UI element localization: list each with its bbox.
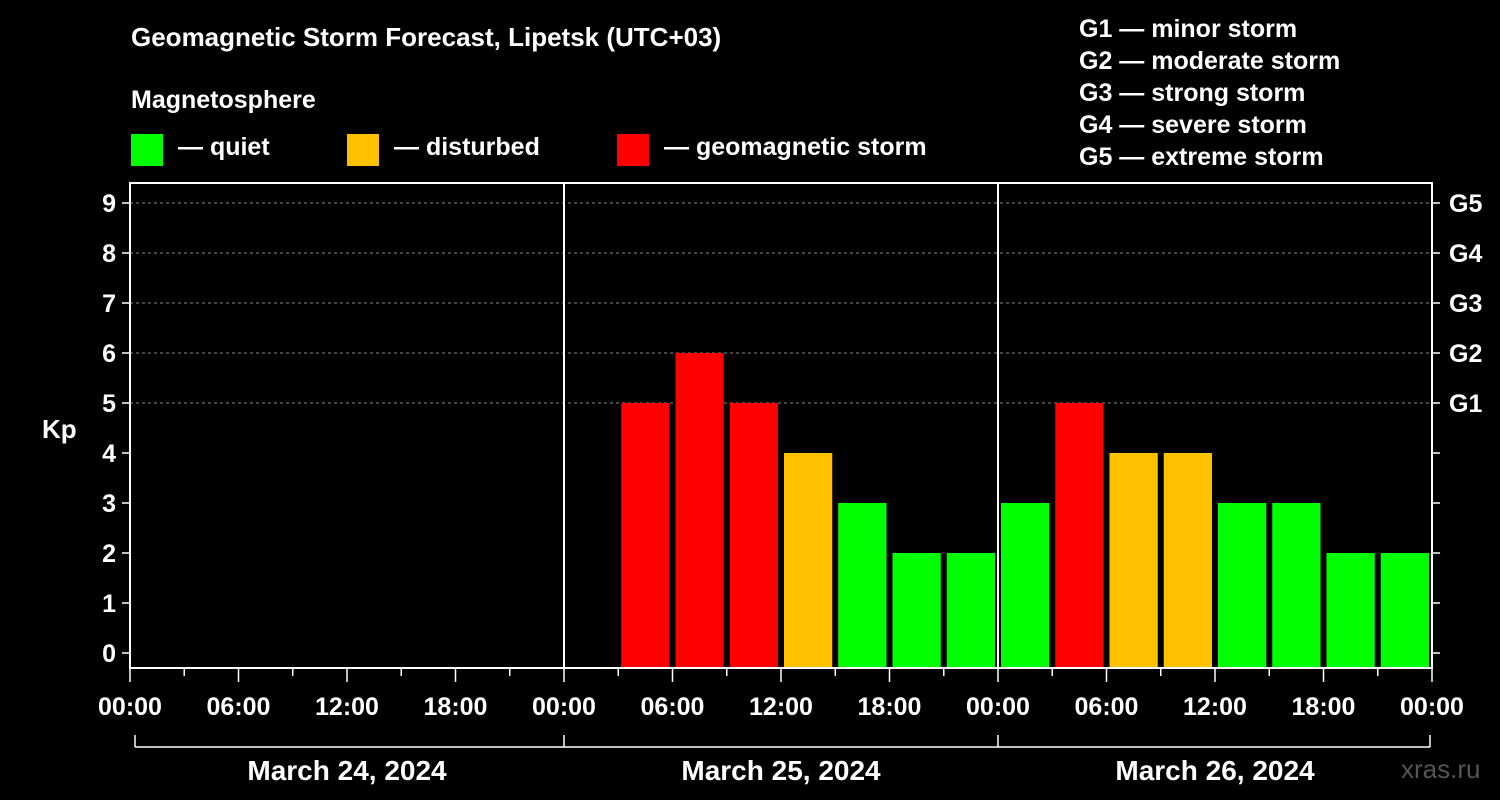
legend-label-disturbed: — disturbed [394,133,540,161]
y-tick-label: 5 [102,390,116,418]
g-level-g1: G1 — minor storm [1079,15,1298,43]
x-tick-label: 18:00 [858,693,922,721]
g-level-g3: G3 — strong storm [1079,79,1306,107]
y-axis-label: Kp [42,414,77,444]
kp-bar [1380,553,1429,668]
y-tick-label: 4 [102,440,116,468]
kp-bar [1109,453,1158,668]
x-tick-label: 18:00 [1292,693,1356,721]
g-level-tick-label: G5 [1449,190,1482,218]
day-label: March 26, 2024 [1115,755,1315,786]
y-tick-label: 8 [102,240,116,268]
kp-bar [946,553,995,668]
kp-bar [892,553,941,668]
x-tick-label: 12:00 [315,693,379,721]
legend-label-quiet: — quiet [178,133,270,161]
g-level-g5: G5 — extreme storm [1079,143,1324,171]
legend-swatch-storm [617,134,649,166]
chart-title: Geomagnetic Storm Forecast, Lipetsk (UTC… [131,22,722,52]
x-tick-label: 00:00 [1400,693,1464,721]
kp-bar [1055,403,1104,668]
y-tick-label: 0 [102,640,116,668]
x-tick-label: 06:00 [1075,693,1139,721]
x-tick-label: 00:00 [966,693,1030,721]
x-tick-label: 06:00 [207,693,271,721]
day-label: March 25, 2024 [681,755,881,786]
x-tick-label: 00:00 [532,693,596,721]
legend-swatch-quiet [131,134,163,166]
g-level-g2: G2 — moderate storm [1079,47,1341,75]
legend-label-storm: — geomagnetic storm [664,133,927,161]
y-tick-label: 7 [102,290,116,318]
y-tick-label: 9 [102,190,116,218]
y-tick-label: 1 [102,590,116,618]
kp-bar [675,353,724,668]
kp-bar [1326,553,1375,668]
day-label: March 24, 2024 [247,755,447,786]
y-tick-label: 3 [102,490,116,518]
legend-swatch-disturbed [347,134,379,166]
y-tick-label: 2 [102,540,116,568]
kp-bar [621,403,670,668]
x-tick-label: 12:00 [749,693,813,721]
kp-bar [838,503,887,668]
watermark: xras.ru [1401,754,1481,784]
x-tick-label: 00:00 [98,693,162,721]
x-tick-label: 18:00 [424,693,488,721]
y-tick-label: 6 [102,340,116,368]
kp-bar [1272,503,1321,668]
kp-bar [729,403,778,668]
g-level-tick-label: G4 [1449,240,1482,268]
kp-bar [1001,503,1050,668]
x-tick-label: 12:00 [1183,693,1247,721]
kp-bar [1218,503,1267,668]
g-level-tick-label: G1 [1449,390,1482,418]
kp-bar [1163,453,1212,668]
kp-bar [784,453,833,668]
g-level-tick-label: G2 [1449,340,1482,368]
g-level-tick-label: G3 [1449,290,1482,318]
x-tick-label: 06:00 [641,693,705,721]
g-level-g4: G4 — severe storm [1079,111,1307,139]
legend-subtitle: Magnetosphere [131,86,316,114]
